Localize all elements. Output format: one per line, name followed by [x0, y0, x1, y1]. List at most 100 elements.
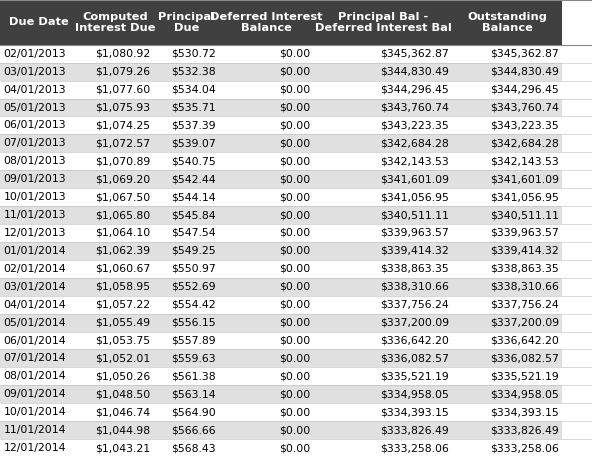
Bar [77, 367, 154, 385]
Bar [453, 296, 562, 314]
Bar [314, 278, 453, 296]
Bar [77, 152, 154, 170]
Text: $336,082.57: $336,082.57 [490, 353, 559, 363]
Text: 09/01/2013: 09/01/2013 [4, 174, 66, 184]
Text: $545.84: $545.84 [171, 210, 215, 220]
Bar [0, 206, 77, 224]
Bar [77, 314, 154, 331]
Bar [453, 278, 562, 296]
Bar [314, 80, 453, 99]
Text: $0.00: $0.00 [279, 407, 310, 417]
Text: $1,079.26: $1,079.26 [95, 67, 150, 77]
Bar [154, 350, 219, 367]
Bar [219, 152, 314, 170]
Bar [0, 367, 77, 385]
Text: $1,065.80: $1,065.80 [95, 210, 150, 220]
Text: $341,601.09: $341,601.09 [490, 174, 559, 184]
Text: $342,684.28: $342,684.28 [381, 138, 449, 149]
Bar [219, 206, 314, 224]
Bar [77, 331, 154, 350]
Text: $338,863.35: $338,863.35 [490, 264, 559, 274]
Text: $0.00: $0.00 [279, 372, 310, 381]
Bar [77, 403, 154, 421]
Bar [314, 331, 453, 350]
Text: $542.44: $542.44 [171, 174, 215, 184]
Text: $336,642.20: $336,642.20 [490, 335, 559, 345]
Bar [154, 278, 219, 296]
Bar [0, 170, 77, 188]
Bar [219, 296, 314, 314]
Text: $1,058.95: $1,058.95 [95, 282, 150, 292]
Text: $0.00: $0.00 [279, 121, 310, 130]
Text: $340,511.11: $340,511.11 [381, 210, 449, 220]
Bar [453, 0, 562, 45]
Bar [314, 170, 453, 188]
Bar [0, 350, 77, 367]
Bar [154, 134, 219, 152]
Text: $344,830.49: $344,830.49 [381, 67, 449, 77]
Text: 10/01/2013: 10/01/2013 [4, 192, 66, 202]
Bar [154, 206, 219, 224]
Bar [77, 421, 154, 439]
Text: $342,684.28: $342,684.28 [490, 138, 559, 149]
Bar [0, 80, 77, 99]
Text: $557.89: $557.89 [171, 335, 215, 345]
Bar [219, 331, 314, 350]
Text: $566.66: $566.66 [171, 425, 215, 435]
Text: $0.00: $0.00 [279, 335, 310, 345]
Text: Principal Bal -
Deferred Interest Bal: Principal Bal - Deferred Interest Bal [315, 11, 452, 33]
Bar [77, 63, 154, 80]
Text: $336,642.20: $336,642.20 [381, 335, 449, 345]
Bar [0, 296, 77, 314]
Bar [453, 188, 562, 206]
Text: 11/01/2013: 11/01/2013 [4, 210, 66, 220]
Bar [314, 439, 453, 457]
Bar [453, 99, 562, 117]
Text: $1,053.75: $1,053.75 [95, 335, 150, 345]
Text: $1,060.67: $1,060.67 [95, 264, 150, 274]
Bar [0, 99, 77, 117]
Bar [77, 0, 154, 45]
Text: $1,064.10: $1,064.10 [95, 228, 150, 238]
Bar [314, 99, 453, 117]
Bar [0, 242, 77, 260]
Text: $568.43: $568.43 [171, 443, 215, 453]
Bar [77, 80, 154, 99]
Text: 03/01/2013: 03/01/2013 [4, 67, 66, 77]
Text: 05/01/2013: 05/01/2013 [4, 102, 66, 112]
Bar [453, 63, 562, 80]
Text: $336,082.57: $336,082.57 [381, 353, 449, 363]
Text: 07/01/2014: 07/01/2014 [4, 353, 66, 363]
Text: $0.00: $0.00 [279, 443, 310, 453]
Text: $337,756.24: $337,756.24 [381, 300, 449, 310]
Bar [219, 170, 314, 188]
Bar [0, 224, 77, 242]
Bar [219, 367, 314, 385]
Bar [314, 421, 453, 439]
Text: $0.00: $0.00 [279, 102, 310, 112]
Text: $544.14: $544.14 [171, 192, 215, 202]
Bar [0, 403, 77, 421]
Text: $334,958.05: $334,958.05 [381, 389, 449, 399]
Bar [314, 242, 453, 260]
Bar [453, 421, 562, 439]
Text: $337,756.24: $337,756.24 [490, 300, 559, 310]
Text: $540.75: $540.75 [170, 156, 215, 166]
Text: $1,070.89: $1,070.89 [95, 156, 150, 166]
Text: $338,863.35: $338,863.35 [381, 264, 449, 274]
Text: $338,310.66: $338,310.66 [381, 282, 449, 292]
Text: 06/01/2013: 06/01/2013 [4, 121, 66, 130]
Bar [314, 350, 453, 367]
Text: $0.00: $0.00 [279, 425, 310, 435]
Bar [314, 134, 453, 152]
Bar [77, 242, 154, 260]
Bar [154, 421, 219, 439]
Bar [77, 278, 154, 296]
Text: $339,963.57: $339,963.57 [490, 228, 559, 238]
Text: $564.90: $564.90 [170, 407, 215, 417]
Bar [77, 134, 154, 152]
Text: $333,258.06: $333,258.06 [381, 443, 449, 453]
Text: $554.42: $554.42 [171, 300, 215, 310]
Text: $561.38: $561.38 [171, 372, 215, 381]
Bar [154, 99, 219, 117]
